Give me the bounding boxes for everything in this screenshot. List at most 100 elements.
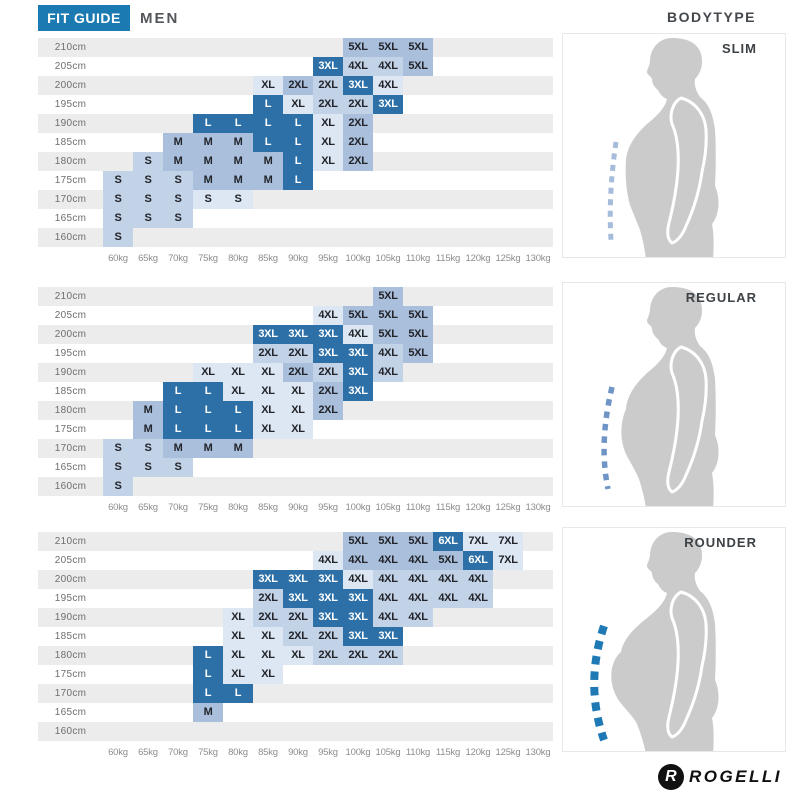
- size-cell: 4XL: [373, 76, 403, 95]
- body-silhouette-regular-image: [601, 287, 719, 506]
- height-label: 180cm: [54, 650, 87, 661]
- size-cell: XL: [283, 401, 313, 420]
- size-cell: M: [193, 171, 223, 190]
- size-cell: S: [163, 458, 193, 477]
- empty-cell: [133, 287, 163, 306]
- size-cell: XL: [313, 114, 343, 133]
- empty-cell: [133, 627, 163, 646]
- empty-cell: [523, 646, 553, 665]
- empty-cell: [523, 684, 553, 703]
- empty-cell: [493, 439, 523, 458]
- belly-curve-dashes-rounder: [590, 624, 608, 742]
- height-label: 205cm: [54, 61, 87, 72]
- empty-cell: [493, 608, 523, 627]
- empty-cell: [133, 114, 163, 133]
- empty-cell: [523, 325, 553, 344]
- empty-cell: [523, 152, 553, 171]
- empty-cell: [163, 477, 193, 496]
- height-row: 200cm XL 2XL 2XL 3XL 4XL: [38, 76, 553, 95]
- size-cell: L: [163, 420, 193, 439]
- empty-cell: [343, 665, 373, 684]
- height-row: 180cm S M M M M L XL 2XL: [38, 152, 553, 171]
- size-cell: 5XL: [403, 306, 433, 325]
- empty-cell: [163, 722, 193, 741]
- height-row: 185cm XL XL 2XL 2XL 3XL 3XL: [38, 627, 553, 646]
- weight-label: 100kg: [345, 501, 371, 513]
- size-cell: XL: [223, 608, 253, 627]
- empty-cell: [283, 458, 313, 477]
- empty-cell: [103, 114, 133, 133]
- empty-cell: [133, 228, 163, 247]
- size-cell: 2XL: [313, 401, 343, 420]
- empty-cell: [493, 228, 523, 247]
- empty-cell: [313, 703, 343, 722]
- height-row: 210cm 5XL 5XL 5XL: [38, 38, 553, 57]
- empty-cell: [373, 722, 403, 741]
- size-cell: XL: [283, 420, 313, 439]
- height-row: 160cm S: [38, 477, 553, 496]
- empty-cell: [193, 532, 223, 551]
- arm-shape: [666, 590, 708, 739]
- empty-cell: [313, 665, 343, 684]
- empty-cell: [283, 684, 313, 703]
- weight-label: 130kg: [525, 746, 551, 758]
- empty-cell: [103, 133, 133, 152]
- empty-cell: [403, 439, 433, 458]
- empty-cell: [523, 171, 553, 190]
- body-silhouette-rounder-image: [590, 532, 719, 751]
- empty-cell: [403, 627, 433, 646]
- height-row: 205cm 3XL 4XL 4XL 5XL: [38, 57, 553, 76]
- height-row: 210cm 5XL: [38, 287, 553, 306]
- empty-cell: [523, 133, 553, 152]
- size-cell: L: [253, 95, 283, 114]
- size-cell: XL: [253, 420, 283, 439]
- empty-cell: [223, 458, 253, 477]
- height-row: 160cm: [38, 722, 553, 741]
- empty-cell: [313, 684, 343, 703]
- weight-label: 120kg: [465, 746, 491, 758]
- empty-cell: [103, 306, 133, 325]
- empty-cell: [463, 420, 493, 439]
- empty-cell: [373, 171, 403, 190]
- empty-cell: [463, 209, 493, 228]
- empty-cell: [223, 209, 253, 228]
- weight-label: 60kg: [108, 252, 128, 264]
- empty-cell: [343, 458, 373, 477]
- empty-cell: [493, 665, 523, 684]
- weight-label: 60kg: [108, 501, 128, 513]
- empty-cell: [403, 665, 433, 684]
- empty-cell: [253, 722, 283, 741]
- empty-cell: [163, 703, 193, 722]
- empty-cell: [163, 95, 193, 114]
- weight-label: 115kg: [435, 746, 461, 758]
- empty-cell: [463, 627, 493, 646]
- size-cell: 4XL: [463, 570, 493, 589]
- empty-cell: [223, 38, 253, 57]
- empty-cell: [223, 95, 253, 114]
- weight-label: 60kg: [108, 746, 128, 758]
- size-cell: 2XL: [283, 76, 313, 95]
- size-cell: L: [283, 152, 313, 171]
- empty-cell: [373, 228, 403, 247]
- empty-cell: [493, 703, 523, 722]
- empty-cell: [133, 703, 163, 722]
- size-cell: 2XL: [283, 363, 313, 382]
- size-cell: L: [163, 401, 193, 420]
- empty-cell: [403, 477, 433, 496]
- empty-cell: [433, 95, 463, 114]
- size-cell: 5XL: [373, 325, 403, 344]
- height-label: 165cm: [54, 213, 87, 224]
- size-cell: S: [133, 171, 163, 190]
- empty-cell: [343, 477, 373, 496]
- empty-cell: [373, 133, 403, 152]
- empty-cell: [103, 152, 133, 171]
- size-cell: M: [223, 152, 253, 171]
- empty-cell: [523, 76, 553, 95]
- height-label: 160cm: [54, 726, 87, 737]
- empty-cell: [403, 171, 433, 190]
- empty-cell: [343, 420, 373, 439]
- size-cell: 3XL: [343, 627, 373, 646]
- size-cell: 2XL: [283, 608, 313, 627]
- height-row: 160cm S: [38, 228, 553, 247]
- empty-cell: [343, 287, 373, 306]
